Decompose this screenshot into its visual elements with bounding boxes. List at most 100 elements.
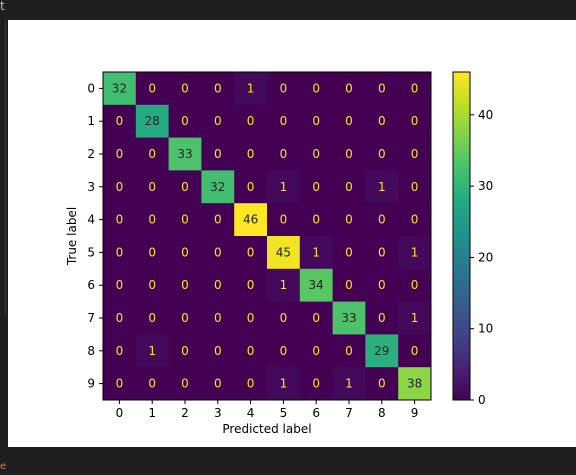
bottom-glyph: e bbox=[0, 461, 7, 472]
cell-value-label: 0 bbox=[116, 344, 124, 358]
cell-value-label: 0 bbox=[181, 311, 189, 325]
heatmap-cell bbox=[103, 104, 137, 139]
heatmap-cell bbox=[201, 367, 235, 401]
heatmap-cell bbox=[332, 170, 366, 204]
y-axis: 0 1 2 3 4 5 6 7 8 9 bbox=[87, 81, 103, 391]
cell-value-label: 0 bbox=[378, 311, 386, 325]
cell-value-label: 46 bbox=[243, 213, 258, 227]
cell-value-label: 0 bbox=[378, 245, 386, 259]
heatmap-cell bbox=[267, 334, 301, 368]
heatmap-cell bbox=[398, 170, 432, 204]
cell-value-label: 0 bbox=[345, 278, 353, 292]
cell-value-label: 0 bbox=[345, 81, 353, 95]
cell-value-label: 0 bbox=[181, 245, 189, 259]
cell-value-label: 32 bbox=[112, 81, 127, 95]
heatmap-cell bbox=[299, 367, 334, 401]
cell-value-label: 0 bbox=[247, 377, 255, 391]
cell-value-label: 0 bbox=[411, 81, 419, 95]
cell-value-label: 0 bbox=[280, 344, 288, 358]
heatmap-cell bbox=[234, 236, 268, 270]
heatmap-cell bbox=[398, 72, 432, 106]
x-tick-label: 4 bbox=[247, 406, 255, 420]
heatmap-cell bbox=[168, 137, 202, 171]
cell-value-label: 0 bbox=[312, 81, 320, 95]
heatmap-cell bbox=[234, 334, 268, 368]
heatmap-cell bbox=[135, 137, 170, 171]
heatmap-cell bbox=[168, 268, 202, 303]
cell-value-label: 0 bbox=[411, 278, 419, 292]
cell-value-label: 1 bbox=[378, 180, 386, 194]
heatmap-cell bbox=[201, 301, 235, 335]
heatmap-cell bbox=[267, 72, 301, 106]
heatmap-cell bbox=[398, 268, 432, 303]
cell-value-label: 33 bbox=[341, 311, 356, 325]
heatmap-cell bbox=[332, 104, 366, 139]
heatmap-cell bbox=[168, 170, 202, 204]
heatmap-cell bbox=[398, 301, 432, 335]
cell-value-label: 0 bbox=[312, 344, 320, 358]
heatmap-cell bbox=[398, 334, 432, 368]
cell-value-label: 0 bbox=[116, 377, 124, 391]
cell-value-label: 0 bbox=[214, 81, 222, 95]
cell-value-label: 0 bbox=[312, 180, 320, 194]
cell-value-label: 0 bbox=[280, 114, 288, 128]
heatmap-cell bbox=[135, 72, 170, 106]
cell-value-label: 0 bbox=[181, 377, 189, 391]
heatmap-cell bbox=[267, 170, 301, 204]
cell-value-label: 0 bbox=[116, 147, 124, 161]
cell-value-label: 33 bbox=[177, 147, 192, 161]
heatmap-cell bbox=[267, 236, 301, 270]
cell-value-label: 0 bbox=[214, 147, 222, 161]
colorbar-tick-label: 20 bbox=[478, 250, 493, 264]
heatmap-cell bbox=[234, 367, 268, 401]
heatmap-cell bbox=[299, 104, 334, 139]
heatmap-cell bbox=[135, 170, 170, 204]
cell-value-label: 0 bbox=[280, 311, 288, 325]
cell-value-label: 0 bbox=[116, 180, 124, 194]
y-tick-label: 1 bbox=[87, 114, 95, 128]
cell-value-label: 0 bbox=[312, 114, 320, 128]
cell-value-label: 0 bbox=[411, 344, 419, 358]
heatmap-cell bbox=[365, 334, 399, 368]
cell-value-label: 0 bbox=[378, 213, 386, 227]
heatmap-cell bbox=[365, 137, 399, 171]
cell-value-label: 1 bbox=[247, 81, 255, 95]
cell-value-label: 0 bbox=[181, 114, 189, 128]
y-axis-label: True label bbox=[65, 207, 79, 266]
cell-value-label: 0 bbox=[345, 147, 353, 161]
cell-value-label: 0 bbox=[411, 180, 419, 194]
heatmap-cell bbox=[201, 170, 235, 204]
x-tick-label: 5 bbox=[280, 406, 288, 420]
heatmap-cell bbox=[201, 236, 235, 270]
heatmap-cell bbox=[398, 367, 432, 401]
cell-value-label: 0 bbox=[116, 114, 124, 128]
x-tick-label: 0 bbox=[116, 406, 124, 420]
heatmap-cell bbox=[168, 301, 202, 335]
left-divider bbox=[5, 20, 6, 315]
cell-value-label: 0 bbox=[247, 311, 255, 325]
heatmap-cell bbox=[299, 334, 334, 368]
y-tick-label: 6 bbox=[87, 278, 95, 292]
cell-value-label: 0 bbox=[378, 81, 386, 95]
cell-value-label: 0 bbox=[247, 147, 255, 161]
cell-value-label: 0 bbox=[116, 245, 124, 259]
confusion-matrix-chart: 32 0 0 0 1 0 0 0 0 00 28 0 0 0 0 0 0 0 00 0 33 0 0 0 0 0 0 00 0 0 32 0 1… bbox=[65, 71, 493, 436]
heatmap-cell bbox=[201, 137, 235, 171]
x-tick-label: 3 bbox=[214, 406, 222, 420]
x-tick-label: 9 bbox=[411, 406, 419, 420]
cell-value-label: 0 bbox=[247, 180, 255, 194]
colorbar-tick-label: 30 bbox=[478, 179, 493, 193]
cell-value-label: 0 bbox=[116, 278, 124, 292]
heatmap-cell bbox=[299, 72, 334, 106]
cell-value-label: 0 bbox=[312, 147, 320, 161]
heatmap-cell bbox=[234, 137, 268, 171]
heatmap-cell bbox=[299, 236, 334, 270]
heatmap-cell bbox=[103, 236, 137, 270]
cell-value-label: 28 bbox=[145, 114, 160, 128]
heatmap-cell bbox=[365, 104, 399, 139]
cell-value-label: 0 bbox=[214, 278, 222, 292]
heatmap-cell bbox=[135, 236, 170, 270]
heatmap-cell bbox=[299, 203, 334, 237]
heatmap-cell bbox=[365, 170, 399, 204]
colorbar-tick-label: 10 bbox=[478, 322, 493, 336]
